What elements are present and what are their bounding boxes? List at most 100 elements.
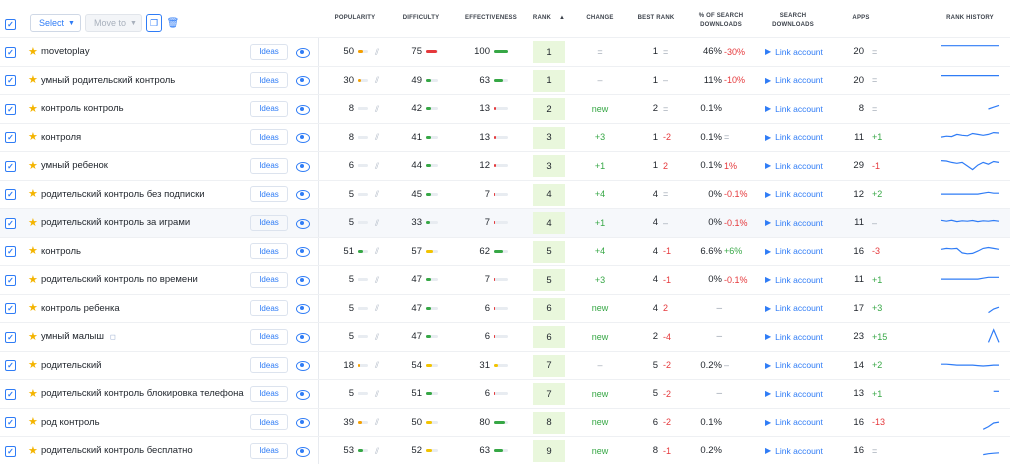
select-all-checkbox[interactable]: ✓ bbox=[5, 19, 16, 30]
row-checkbox[interactable]: ✓ bbox=[5, 75, 16, 87]
star-icon[interactable]: ★ bbox=[28, 74, 38, 87]
rank-history-sparkline[interactable] bbox=[940, 152, 1000, 180]
table-row[interactable]: ✓ ★ родительский контроль бесплатно Idea… bbox=[0, 436, 1010, 464]
table-row[interactable]: ✓ ★ контроль Ideas 51 ⫽ 57 62 5 +4 4 -1 … bbox=[0, 236, 1010, 266]
eye-icon[interactable] bbox=[296, 332, 310, 343]
table-row[interactable]: ✓ ★ умный малыш ◻ Ideas 5 ⫽ 47 6 6 new 2… bbox=[0, 322, 1010, 351]
row-checkbox[interactable]: ✓ bbox=[5, 417, 16, 429]
header-change[interactable]: CHANGE bbox=[586, 15, 614, 21]
table-row[interactable]: ✓ ★ movetoplay Ideas 50 ⫽ 75 100 1 = 1 =… bbox=[0, 37, 1010, 66]
link-account-link[interactable]: ▶ Link account bbox=[765, 209, 823, 237]
eye-icon[interactable] bbox=[296, 189, 310, 201]
trend-chart-icon[interactable]: ⫽ bbox=[375, 132, 380, 143]
copy-button[interactable]: ❐ bbox=[146, 14, 162, 32]
star-icon[interactable]: ★ bbox=[28, 302, 38, 315]
rank-history-sparkline[interactable] bbox=[940, 209, 1000, 237]
star-icon[interactable]: ★ bbox=[28, 444, 38, 457]
ideas-button[interactable]: Ideas bbox=[250, 100, 288, 117]
rank-history-sparkline[interactable] bbox=[940, 409, 1000, 437]
eye-icon[interactable] bbox=[296, 275, 310, 286]
table-row[interactable]: ✓ ★ контроль ребенка Ideas 5 ⫽ 47 6 6 ne… bbox=[0, 293, 1010, 323]
rank-history-sparkline[interactable] bbox=[940, 266, 1000, 294]
eye-icon[interactable] bbox=[296, 389, 310, 400]
table-row[interactable]: ✓ ★ родительский контроль без подписки I… bbox=[0, 179, 1010, 209]
select-dropdown-button[interactable]: Select ▼ bbox=[30, 14, 81, 32]
header-apps[interactable]: APPS bbox=[852, 15, 870, 21]
header-rank-history[interactable]: RANK HISTORY bbox=[946, 15, 994, 21]
link-account-link[interactable]: ▶ Link account bbox=[765, 38, 823, 66]
rank-history-sparkline[interactable] bbox=[940, 95, 1000, 123]
eye-icon[interactable] bbox=[296, 417, 310, 429]
eye-icon[interactable] bbox=[296, 446, 310, 457]
rank-history-sparkline[interactable] bbox=[940, 295, 1000, 323]
header-difficulty[interactable]: DIFFICULTY bbox=[402, 15, 440, 21]
row-checkbox[interactable]: ✓ bbox=[5, 132, 16, 144]
trend-chart-icon[interactable]: ⫽ bbox=[375, 160, 380, 171]
row-checkbox[interactable]: ✓ bbox=[5, 388, 16, 400]
eye-icon[interactable] bbox=[296, 47, 310, 58]
ideas-button[interactable]: Ideas bbox=[250, 442, 288, 459]
link-account-link[interactable]: ▶ Link account bbox=[765, 238, 823, 266]
rank-history-sparkline[interactable] bbox=[940, 380, 1000, 408]
row-checkbox[interactable]: ✓ bbox=[5, 331, 16, 343]
rank-history-sparkline[interactable] bbox=[940, 437, 1000, 464]
star-icon[interactable]: ★ bbox=[28, 216, 38, 229]
ideas-button[interactable]: Ideas bbox=[250, 328, 288, 345]
link-account-link[interactable]: ▶ Link account bbox=[765, 352, 823, 380]
ideas-button[interactable]: Ideas bbox=[250, 129, 288, 146]
star-icon[interactable]: ★ bbox=[28, 159, 38, 172]
link-account-link[interactable]: ▶ Link account bbox=[765, 295, 823, 323]
trend-chart-icon[interactable]: ⫽ bbox=[375, 360, 380, 371]
link-account-link[interactable]: ▶ Link account bbox=[765, 181, 823, 209]
row-checkbox[interactable]: ✓ bbox=[5, 246, 16, 258]
header-effectiveness[interactable]: EFFECTIVENESS bbox=[465, 15, 517, 21]
table-row[interactable]: ✓ ★ родительский контроль блокировка тел… bbox=[0, 379, 1010, 408]
ideas-button[interactable]: Ideas bbox=[250, 385, 288, 402]
star-icon[interactable]: ★ bbox=[28, 45, 38, 58]
eye-icon[interactable] bbox=[296, 104, 310, 115]
header-popularity[interactable]: POPULARITY bbox=[334, 15, 376, 21]
rank-history-sparkline[interactable] bbox=[940, 323, 1000, 351]
star-icon[interactable]: ★ bbox=[28, 387, 38, 400]
eye-icon[interactable] bbox=[296, 360, 310, 372]
row-checkbox[interactable]: ✓ bbox=[5, 217, 16, 229]
trend-chart-icon[interactable]: ⫽ bbox=[375, 75, 380, 86]
trend-chart-icon[interactable]: ⫽ bbox=[375, 189, 380, 200]
star-icon[interactable]: ★ bbox=[28, 359, 38, 372]
ideas-button[interactable]: Ideas bbox=[250, 243, 288, 260]
table-row[interactable]: ✓ ★ родительский Ideas 18 ⫽ 54 31 7 – 5 … bbox=[0, 350, 1010, 380]
row-checkbox[interactable]: ✓ bbox=[5, 360, 16, 372]
star-icon[interactable]: ★ bbox=[28, 273, 38, 286]
star-icon[interactable]: ★ bbox=[28, 416, 38, 429]
row-checkbox[interactable]: ✓ bbox=[5, 46, 16, 58]
table-row[interactable]: ✓ ★ контроль контроль Ideas 8 ⫽ 42 13 2 … bbox=[0, 94, 1010, 123]
table-row[interactable]: ✓ ★ родительский контроль по времени Ide… bbox=[0, 265, 1010, 294]
trend-chart-icon[interactable]: ⫽ bbox=[375, 46, 380, 57]
eye-icon[interactable] bbox=[296, 132, 310, 144]
table-row[interactable]: ✓ ★ род контроль Ideas 39 ⫽ 50 80 8 new … bbox=[0, 407, 1010, 437]
star-icon[interactable]: ★ bbox=[28, 131, 38, 144]
row-checkbox[interactable]: ✓ bbox=[5, 160, 16, 172]
eye-icon[interactable] bbox=[296, 303, 310, 315]
delete-button[interactable]: 🗑 bbox=[166, 15, 180, 31]
move-to-dropdown-button[interactable]: Move to ▼ bbox=[85, 14, 142, 32]
link-account-link[interactable]: ▶ Link account bbox=[765, 437, 823, 464]
ideas-button[interactable]: Ideas bbox=[250, 414, 288, 431]
star-icon[interactable]: ★ bbox=[28, 102, 38, 115]
ideas-button[interactable]: Ideas bbox=[250, 157, 288, 174]
ideas-button[interactable]: Ideas bbox=[250, 271, 288, 288]
link-account-link[interactable]: ▶ Link account bbox=[765, 67, 823, 95]
eye-icon[interactable] bbox=[296, 161, 310, 172]
link-account-link[interactable]: ▶ Link account bbox=[765, 124, 823, 152]
ideas-button[interactable]: Ideas bbox=[250, 214, 288, 231]
trend-chart-icon[interactable]: ⫽ bbox=[375, 217, 380, 228]
link-account-link[interactable]: ▶ Link account bbox=[765, 266, 823, 294]
rank-history-sparkline[interactable] bbox=[940, 352, 1000, 380]
header-rank[interactable]: RANK ▲ bbox=[532, 15, 566, 21]
trend-chart-icon[interactable]: ⫽ bbox=[375, 246, 380, 257]
header-search-downloads[interactable]: SEARCH DOWNLOADS bbox=[772, 13, 814, 28]
rank-history-sparkline[interactable] bbox=[940, 67, 1000, 95]
rank-history-sparkline[interactable] bbox=[940, 124, 1000, 152]
link-account-link[interactable]: ▶ Link account bbox=[765, 152, 823, 180]
row-checkbox[interactable]: ✓ bbox=[5, 103, 16, 115]
